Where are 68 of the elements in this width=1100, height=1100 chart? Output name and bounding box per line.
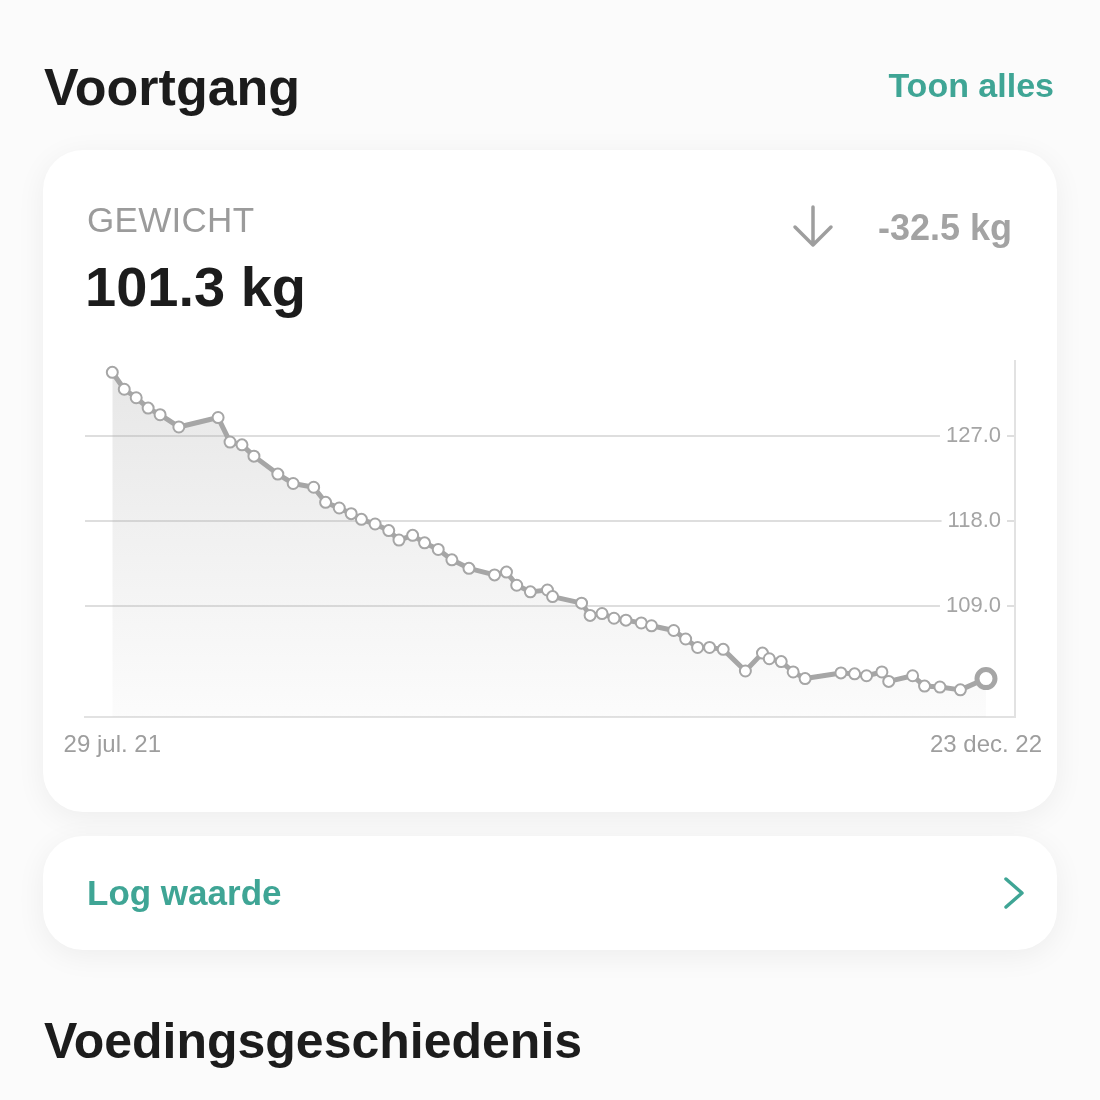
point	[153, 408, 167, 422]
point	[716, 642, 730, 656]
text: -32.5 kg	[877, 207, 1012, 248]
chart-subtitle: 101.3 kg	[85, 255, 307, 318]
point	[575, 596, 589, 610]
point	[307, 480, 321, 494]
point	[645, 619, 659, 633]
point	[834, 666, 848, 680]
point	[223, 435, 237, 449]
point	[762, 652, 776, 666]
y-tick-label: 118.0	[947, 507, 1001, 533]
point	[798, 672, 812, 686]
point	[634, 616, 648, 630]
point	[738, 664, 752, 678]
point	[918, 679, 932, 693]
point	[583, 608, 597, 622]
point	[488, 568, 502, 582]
point	[354, 512, 368, 526]
point	[774, 655, 788, 669]
x-tick-label: 29 jul. 21	[63, 730, 162, 758]
point	[211, 411, 225, 425]
point	[510, 578, 524, 592]
point	[344, 507, 358, 521]
text: Voedingsgeschiedenis	[44, 1013, 583, 1069]
point	[445, 553, 459, 567]
x-tick-label: 23 dec. 22	[929, 730, 1043, 758]
point	[105, 365, 119, 379]
point	[319, 495, 333, 509]
point	[906, 669, 920, 683]
point	[332, 501, 346, 515]
point	[875, 665, 889, 679]
text: Log waarde	[87, 873, 282, 912]
point	[523, 585, 537, 599]
point	[953, 683, 967, 697]
point	[691, 640, 705, 654]
chart-title: GEWICHT	[87, 200, 255, 239]
y-tick-label: 127.0	[945, 422, 1001, 448]
point	[392, 533, 406, 547]
point	[703, 640, 717, 654]
point	[786, 665, 800, 679]
point	[848, 667, 862, 681]
point	[418, 536, 432, 550]
text: Voortgang	[44, 58, 301, 116]
point	[595, 607, 609, 621]
point	[546, 590, 560, 604]
point	[172, 420, 186, 434]
point	[933, 680, 947, 694]
point	[499, 565, 513, 579]
point	[235, 438, 249, 452]
point	[247, 449, 261, 463]
point	[607, 611, 621, 625]
point	[117, 382, 131, 396]
point	[462, 561, 476, 575]
point	[431, 542, 445, 556]
point	[882, 674, 896, 688]
point	[271, 467, 285, 481]
point	[129, 391, 143, 405]
point	[141, 401, 155, 415]
point	[619, 613, 633, 627]
point	[860, 669, 874, 683]
point	[406, 528, 420, 542]
point	[286, 477, 300, 490]
y-tick-label: 109.0	[945, 592, 1001, 618]
text: Toon alles	[888, 66, 1054, 104]
point	[679, 632, 693, 646]
point	[368, 517, 382, 531]
point	[382, 524, 396, 538]
point	[667, 624, 681, 638]
